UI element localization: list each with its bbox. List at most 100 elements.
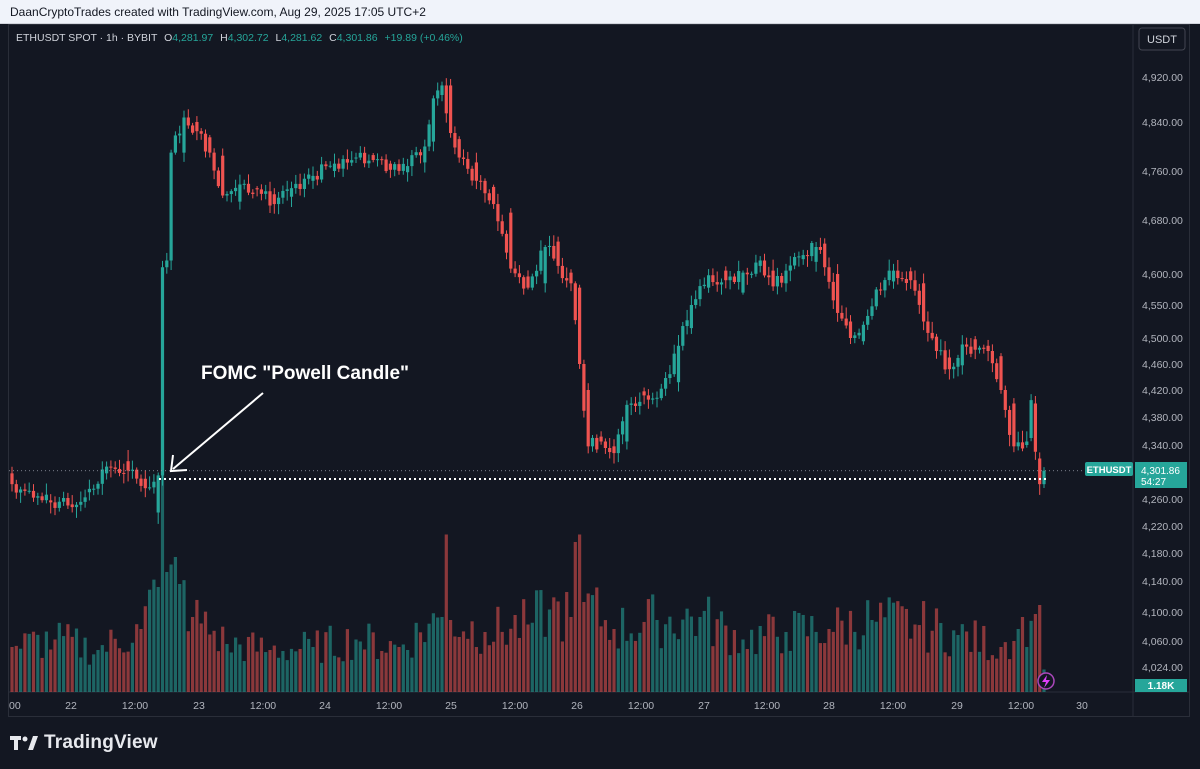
candles [10, 78, 1046, 524]
candle-body [444, 85, 448, 114]
time-tick-label: 27 [698, 700, 710, 712]
volume-bar [784, 632, 788, 692]
volume-bar [917, 625, 921, 692]
volume-bar [229, 652, 233, 692]
time-tick-label: 30 [1076, 700, 1088, 712]
candle-body [401, 163, 405, 171]
volume-bar [10, 647, 14, 692]
candle-body [173, 135, 177, 153]
volume-bar [805, 636, 810, 692]
candle-body [440, 85, 444, 95]
currency-button[interactable]: USDT [1138, 27, 1186, 51]
candle-body [143, 478, 147, 489]
candle-body [10, 473, 14, 485]
volume-bar [70, 636, 74, 692]
volume-bar [337, 657, 341, 692]
volume-bar [711, 646, 715, 692]
candle-body [87, 488, 91, 493]
candle-body [664, 378, 668, 389]
volume-bar [702, 610, 706, 692]
volume-bar [311, 647, 315, 692]
volume-bar [956, 635, 960, 692]
symbol-legend[interactable]: ETHUSDT SPOT · 1h · BYBIT O4,281.97 H4,3… [16, 32, 463, 44]
volume-bar [1012, 640, 1016, 692]
volume-bar [130, 642, 134, 692]
candle-body [148, 487, 152, 489]
candle-body [358, 152, 362, 158]
candle-body [780, 276, 784, 283]
volume-bar [767, 614, 771, 692]
volume-bar [509, 628, 513, 692]
candlestick-chart[interactable]: FOMC "Powell Candle" ETHUSDT SPOT · 1h ·… [9, 25, 1189, 716]
candle-body [681, 326, 685, 346]
volume-bar [857, 649, 861, 692]
volume-bar [982, 625, 986, 692]
candle-body [943, 350, 947, 370]
volume-bar [522, 599, 526, 692]
volume-bar [844, 644, 848, 692]
volume-bar [539, 590, 543, 692]
volume-bar [943, 652, 947, 692]
candle-body [810, 243, 814, 257]
candle-body [719, 282, 724, 285]
annotation-arrow[interactable] [169, 392, 264, 473]
candle-body [380, 159, 384, 161]
volume-bar [440, 617, 444, 692]
volume-bar [552, 597, 556, 692]
volume-bar [461, 631, 466, 692]
candle-body [367, 160, 371, 164]
volume-bar [1008, 659, 1012, 692]
volume-bar [707, 596, 711, 692]
candle-body [750, 273, 754, 275]
volume-bar [651, 594, 655, 692]
candle-body [152, 481, 156, 488]
tradingview-logo[interactable]: TradingView [10, 732, 158, 754]
volume-bar [1016, 629, 1020, 692]
candle-body [818, 247, 822, 250]
candle-body [737, 271, 741, 283]
candle-body [281, 190, 285, 198]
volume-bar [934, 608, 939, 692]
volume-bar [947, 656, 951, 692]
candle-body [504, 233, 509, 253]
volume-bar [332, 655, 337, 692]
time-tick-label: 12:00 [502, 700, 528, 712]
candle-body [388, 163, 392, 170]
lightning-icon[interactable] [1037, 672, 1055, 690]
candle-body [431, 98, 435, 142]
candle-body [612, 446, 616, 454]
volume-bar [221, 626, 225, 692]
candle-body [793, 257, 797, 266]
volume-bar [642, 621, 646, 692]
volume-bar [234, 637, 238, 692]
candle-body [285, 189, 289, 191]
annotation-text[interactable]: FOMC "Powell Candle" [201, 363, 409, 384]
volume-bar [281, 650, 285, 692]
candle-body [105, 466, 109, 474]
volume-bar [401, 644, 405, 692]
volume-bar [1029, 620, 1033, 692]
price-tick-label: 4,920.00 [1142, 72, 1183, 84]
volume-bar [36, 634, 40, 692]
volume-bar [74, 628, 79, 692]
candle-body [216, 170, 220, 187]
footer [0, 718, 1200, 769]
volume-bar [741, 639, 745, 692]
volume-bar [977, 651, 982, 692]
volume-bar [354, 639, 358, 692]
volume-bar [100, 645, 104, 692]
candle-body [277, 197, 281, 205]
volume-bar [427, 623, 431, 692]
volume-bar [560, 641, 564, 692]
volume-bar [289, 648, 294, 692]
candle-body [840, 312, 844, 319]
time-tick-label: 12:00 [754, 700, 780, 712]
volume-bar [152, 579, 156, 692]
time-tick-label: 12:00 [122, 700, 148, 712]
attribution-bar: DaanCryptoTrades created with TradingVie… [0, 0, 1200, 24]
time-scale-labels: 00 22 12:00 23 12:00 24 12:00 25 12:00 26 12:00 27 1… [9, 700, 1088, 712]
chart-pane[interactable]: FOMC "Powell Candle" ETHUSDT SPOT · 1h ·… [8, 24, 1190, 717]
price-tick-label: 4,840.00 [1142, 117, 1183, 129]
candle-body [1029, 400, 1033, 438]
price-axis[interactable] [1133, 25, 1189, 716]
